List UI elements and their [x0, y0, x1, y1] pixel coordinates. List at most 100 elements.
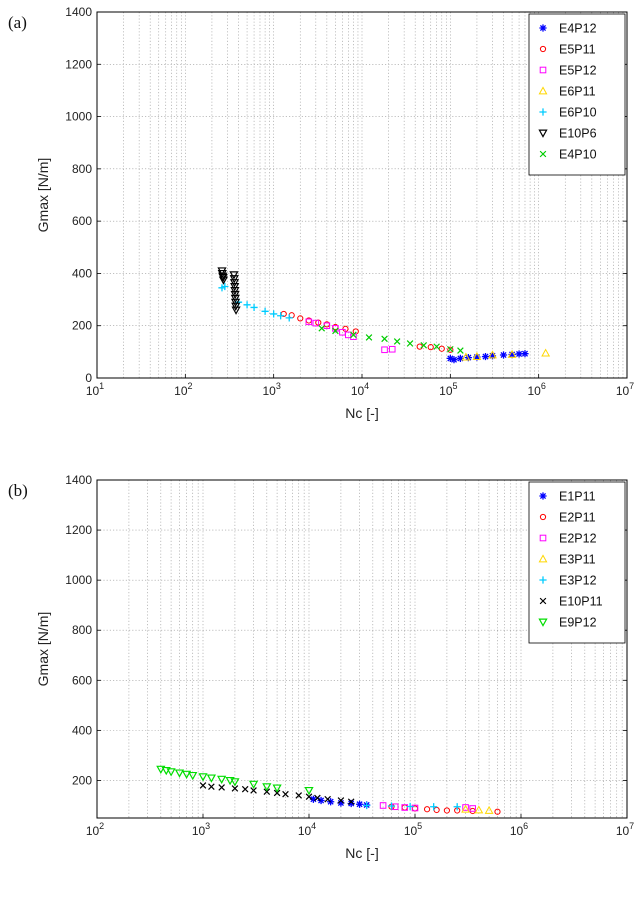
chart-b-series-e9p12: [156, 765, 314, 796]
chart-a-point-e4p10: [365, 334, 373, 341]
chart-b-point-e9p12: [230, 778, 240, 787]
chart-a-point-e6p10: [243, 301, 251, 309]
chart-a-point-e10p6: [229, 275, 239, 284]
chart-a-legend-marker: [539, 150, 547, 158]
chart-a-ytick-label: 1200: [65, 57, 92, 71]
chart-b-point-e3p11: [484, 805, 494, 814]
chart-b-point-e3p12: [453, 803, 461, 811]
chart-b-point-e9p12: [188, 771, 198, 781]
chart-b-point-e10p11-shape: [231, 785, 239, 792]
chart-b-point-e9p12: [166, 768, 176, 777]
chart-a-series-e10p6: [217, 267, 241, 315]
chart-a-point-e10p6-shape: [229, 279, 240, 288]
chart-b-point-e1p11: [347, 799, 355, 808]
chart-a-point-e5p12-shape: [305, 318, 313, 326]
chart-a-legend-label: E6P11: [559, 85, 596, 99]
chart-b-point-e3p11-shape: [461, 804, 471, 813]
chart-b-point-e1p11-shape: [337, 799, 345, 807]
chart-a-series-e6p11: [461, 348, 551, 361]
chart-b-xtick-label: 105: [404, 821, 422, 838]
chart-b-point-e3p12: [387, 802, 396, 810]
chart-b-point-e9p12: [181, 770, 192, 780]
chart-a-point-e4p12-shape: [521, 350, 529, 358]
chart-a-series-e4p10: [318, 325, 464, 354]
chart-a-point-e10p6-shape: [218, 276, 229, 285]
chart-a-point-e6p10: [250, 303, 258, 312]
chart-b-point-e2p11: [443, 807, 451, 814]
chart-b-point-e10p11-shape: [305, 793, 313, 801]
chart-a-point-e6p11-shape: [488, 350, 497, 359]
chart-a-point-e4p10-shape: [420, 342, 428, 349]
chart-a-point-e4p12-shape: [508, 350, 516, 359]
chart-b-point-e9p12-shape: [262, 783, 272, 792]
chart-a-point-e4p12: [499, 351, 508, 359]
chart-a-point-e6p10-shape: [243, 301, 251, 309]
chart-b-point-e10p11-shape: [199, 782, 207, 789]
chart-b-legend-label: E10P11: [559, 595, 603, 609]
chart-b: 200 400 600 800 1000 1200 1400 102 103 104 105 106 1…: [8, 473, 634, 861]
chart-a-point-e5p11: [297, 315, 304, 322]
chart-b-point-e10p11: [305, 793, 313, 801]
chart-b-panel-label: (b): [8, 481, 28, 500]
chart-b-legend-marker: [539, 534, 547, 542]
chart-b-point-e10p11-shape: [263, 788, 271, 796]
chart-a-legend-marker-shape: [539, 150, 547, 158]
chart-a-point-e10p6: [218, 273, 228, 283]
chart-a-point-e6p10-shape: [277, 312, 285, 320]
chart-b-legend-box: [528, 481, 626, 644]
chart-b-point-e3p12: [363, 801, 371, 810]
chart-b-series-e3p11: [461, 804, 494, 814]
chart-a-point-e6p10: [285, 314, 293, 322]
chart-b-xtick-label: 103: [192, 821, 210, 838]
chart-a-legend-label: E4P10: [559, 148, 597, 162]
chart-b-legend-marker: [539, 492, 547, 500]
chart-b-legend-marker: [538, 618, 548, 627]
chart-b-point-e9p12-shape: [166, 768, 176, 777]
chart-b-point-e2p12-shape: [411, 804, 419, 812]
chart-b-legend-label: E2P11: [559, 511, 596, 525]
chart-a-point-e10p6: [217, 269, 227, 279]
chart-b-point-e9p12-shape: [248, 780, 259, 790]
chart-a-point-e4p10-shape: [406, 340, 414, 347]
chart-b-point-e2p11-shape: [433, 806, 440, 814]
chart-a-point-e6p10: [270, 310, 278, 318]
chart-a-point-e5p11: [427, 344, 434, 351]
chart-b-legend-marker-shape: [539, 576, 547, 584]
chart-b-point-e10p11-shape: [324, 795, 331, 803]
chart-b-point-e10p11: [263, 788, 271, 796]
chart-b-point-e2p11: [433, 806, 440, 814]
chart-a-point-e10p6: [231, 306, 241, 315]
chart-a-point-e6p10-shape: [285, 314, 293, 322]
chart-a-point-e5p11-shape: [288, 312, 295, 319]
chart-a-point-e4p12-shape: [481, 352, 490, 361]
chart-b-point-e9p12: [206, 774, 217, 783]
chart-b-point-e1p11-shape: [309, 795, 317, 803]
chart-a-xtick-label: 102: [174, 381, 192, 398]
chart-a-point-e10p6-shape: [231, 306, 241, 315]
chart-b-point-e10p11-shape: [273, 789, 281, 797]
chart-a-point-e10p6: [230, 290, 240, 300]
chart-b-point-e10p11: [337, 797, 345, 804]
chart-b-point-e9p12-shape: [198, 773, 208, 782]
chart-a-point-e4p12: [515, 350, 523, 358]
chart-b-point-e10p11-shape: [241, 785, 249, 793]
chart-a-point-e4p10-shape: [433, 343, 440, 350]
chart-a-legend-label: E5P12: [559, 64, 597, 78]
chart-a-point-e4p10: [447, 345, 454, 353]
chart-b-legend-marker: [538, 554, 548, 563]
chart-b-point-e3p11-shape: [474, 805, 484, 814]
chart-b-legend-marker-shape: [539, 534, 547, 542]
chart-b-point-e2p12: [379, 802, 387, 809]
chart-a-panel-label: (a): [8, 13, 27, 32]
chart-a-point-e10p6: [230, 298, 241, 308]
chart-b-point-e10p11: [295, 792, 303, 799]
chart-a-point-e4p10-shape: [457, 347, 464, 354]
chart-b-point-e9p12-shape: [174, 769, 185, 778]
chart-b-point-e9p12: [198, 773, 208, 782]
chart-b-point-e1p11-shape: [355, 800, 364, 808]
chart-b-point-e1p11: [309, 795, 317, 803]
chart-a: 0 200 400 600 800 1000 1200 1400 101 102 103 104 105…: [8, 5, 634, 421]
chart-b-point-e3p12: [430, 803, 438, 811]
chart-a-legend: E4P12 E5P11 E5P12 E6P11 E6P10 E10P6 E4P10: [528, 13, 626, 176]
chart-a-series-e6p10: [218, 282, 293, 322]
